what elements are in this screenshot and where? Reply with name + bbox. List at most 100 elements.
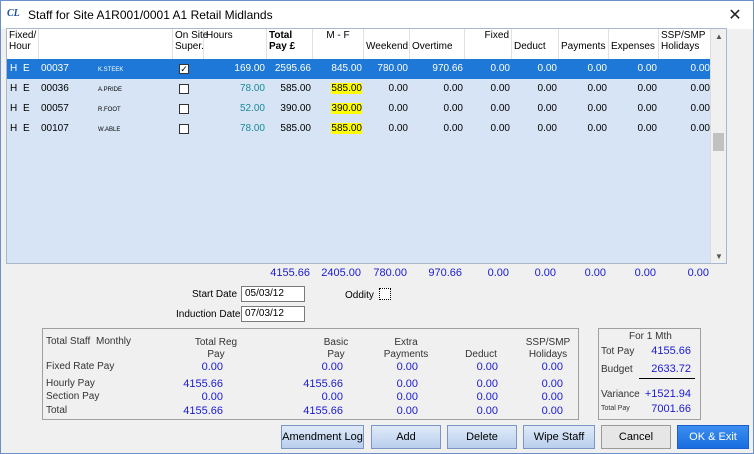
fixed-rate-pay-label: Fixed Rate Pay bbox=[46, 361, 115, 372]
cell-fixed: 0.00 bbox=[490, 63, 510, 74]
table-row[interactable]: H E 00036 A.PRIDE 78.00 585.00 585.00 0.… bbox=[7, 79, 712, 99]
cell-flag: E bbox=[23, 63, 30, 74]
cell-total-pay: 585.00 bbox=[280, 123, 311, 134]
cell-code: 00036 bbox=[41, 83, 69, 94]
close-icon[interactable]: ✕ bbox=[728, 7, 742, 24]
cancel-button[interactable]: Cancel bbox=[601, 425, 671, 449]
app-icon: CL bbox=[7, 8, 20, 19]
add-button[interactable]: Add bbox=[371, 425, 441, 449]
cell-ssp: 0.00 bbox=[690, 123, 710, 134]
table-row[interactable]: H E 00107 W.ABLE 78.00 585.00 585.00 0.0… bbox=[7, 119, 712, 139]
deduct-total: 0.00 bbox=[534, 267, 556, 279]
total-total-reg: 4155.66 bbox=[183, 405, 223, 417]
cell-hours: 52.00 bbox=[239, 103, 265, 114]
fixed-rate-deduct: 0.00 bbox=[476, 361, 498, 373]
induction-date-field[interactable]: 07/03/12 bbox=[241, 306, 305, 322]
total-pay-total: 4155.66 bbox=[270, 267, 310, 279]
cell-code: 00107 bbox=[41, 123, 69, 134]
on-site-super-checkbox[interactable] bbox=[179, 104, 189, 114]
cell-total-pay: 2595.66 bbox=[274, 63, 311, 74]
mf-highlight: 390.00 bbox=[331, 103, 362, 114]
on-site-super-checkbox[interactable]: ✓ bbox=[179, 64, 189, 74]
col-m-f[interactable]: M - F bbox=[313, 29, 364, 59]
cell-ssp: 0.00 bbox=[690, 103, 710, 114]
cell-fixed: 0.00 bbox=[490, 123, 510, 134]
cell-flag: E bbox=[23, 123, 30, 134]
budget-panel: For 1 Mth Tot Pay 4155.66 Budget 2633.72… bbox=[598, 328, 701, 420]
col-total-pay[interactable]: Total Pay £ bbox=[267, 29, 313, 59]
summary-panel: Total Staff Monthly Total Reg Pay Basic … bbox=[42, 328, 579, 420]
hourly-deduct: 0.00 bbox=[476, 378, 498, 390]
wipe-staff-button[interactable]: Wipe Staff bbox=[523, 425, 595, 449]
variance-value: +1521.94 bbox=[644, 388, 691, 400]
fixed-rate-total-reg: 0.00 bbox=[201, 361, 223, 373]
section-ssp: 0.00 bbox=[541, 391, 563, 403]
col-payments[interactable]: Payments bbox=[559, 29, 609, 59]
cell-fixed: 0.00 bbox=[490, 83, 510, 94]
total-pay-label: Total Pay bbox=[601, 405, 630, 412]
on-site-super-checkbox[interactable] bbox=[179, 124, 189, 134]
col-fixed[interactable]: Fixed bbox=[465, 29, 512, 59]
on-site-super-checkbox[interactable] bbox=[179, 84, 189, 94]
cell-name: W.ABLE bbox=[98, 127, 121, 133]
table-row[interactable]: H E 00057 R.FOOT 52.00 390.00 390.00 0.0… bbox=[7, 99, 712, 119]
hourly-basic: 4155.66 bbox=[303, 378, 343, 390]
col-deduct[interactable]: Deduct bbox=[512, 29, 559, 59]
cell-type: H bbox=[10, 63, 18, 74]
cell-expenses: 0.00 bbox=[637, 123, 657, 134]
oddity-checkbox[interactable] bbox=[379, 288, 391, 300]
cell-m-f: 845.00 bbox=[331, 63, 362, 74]
col-on-site-super[interactable]: On Site Super. bbox=[173, 29, 208, 59]
induction-date-label: Induction Date bbox=[176, 309, 241, 320]
col-fixed-hour[interactable]: Fixed/ Hour bbox=[7, 29, 39, 59]
cell-expenses: 0.00 bbox=[637, 103, 657, 114]
col-expenses[interactable]: Expenses bbox=[609, 29, 659, 59]
col-overtime[interactable]: Overtime bbox=[410, 29, 465, 59]
fixed-rate-basic: 0.00 bbox=[321, 361, 343, 373]
total-staff-label: Total Staff bbox=[46, 336, 91, 347]
scroll-up-icon[interactable]: ▲ bbox=[715, 32, 723, 41]
col-basic-pay: Basic Pay bbox=[323, 337, 349, 360]
cell-deduct: 0.00 bbox=[537, 123, 557, 134]
ok-exit-button[interactable]: OK & Exit bbox=[677, 425, 749, 449]
vertical-scrollbar[interactable]: ▲ ▼ bbox=[710, 29, 726, 263]
cell-hours: 78.00 bbox=[239, 83, 265, 94]
weekend-total: 780.00 bbox=[373, 267, 407, 279]
section-pay-label: Section Pay bbox=[46, 391, 100, 402]
hourly-ssp: 0.00 bbox=[541, 378, 563, 390]
hourly-total-reg: 4155.66 bbox=[183, 378, 223, 390]
cell-type: H bbox=[10, 123, 18, 134]
scroll-down-icon[interactable]: ▼ bbox=[715, 252, 723, 261]
total-basic: 4155.66 bbox=[303, 405, 343, 417]
col-weekend[interactable]: Weekend bbox=[364, 29, 410, 59]
cell-weekend: 0.00 bbox=[388, 83, 408, 94]
col-staff[interactable] bbox=[39, 29, 173, 59]
col-total-reg-pay: Total Reg Pay bbox=[194, 337, 238, 360]
cell-fixed: 0.00 bbox=[490, 103, 510, 114]
col-extra-payments: Extra Payments bbox=[383, 337, 429, 360]
expenses-total: 0.00 bbox=[634, 267, 656, 279]
col-hours[interactable]: Hours bbox=[204, 29, 267, 59]
total-deduct: 0.00 bbox=[476, 405, 498, 417]
total-ssp: 0.00 bbox=[541, 405, 563, 417]
delete-button[interactable]: Delete bbox=[447, 425, 517, 449]
mf-total: 2405.00 bbox=[321, 267, 361, 279]
section-deduct: 0.00 bbox=[476, 391, 498, 403]
fixed-rate-extra: 0.00 bbox=[396, 361, 418, 373]
grid-totals: 4155.66 2405.00 780.00 970.66 0.00 0.00 … bbox=[6, 267, 711, 281]
cell-m-f: 585.00 bbox=[313, 79, 362, 99]
table-row[interactable]: H E 00037 K.STEEK ✓ 169.00 2595.66 845.0… bbox=[7, 59, 712, 79]
cell-total-pay: 585.00 bbox=[280, 83, 311, 94]
tot-pay-value: 4155.66 bbox=[651, 345, 691, 357]
start-date-field[interactable]: 05/03/12 bbox=[241, 286, 305, 302]
hourly-pay-label: Hourly Pay bbox=[46, 378, 95, 389]
cell-weekend: 0.00 bbox=[388, 123, 408, 134]
col-ssp-smp[interactable]: SSP/SMP Holidays bbox=[659, 29, 712, 59]
grid-header: Fixed/ Hour On Site Super. Hours Total P… bbox=[7, 29, 712, 59]
cell-code: 00057 bbox=[41, 103, 69, 114]
amendment-log-button[interactable]: Amendment Log bbox=[281, 425, 364, 449]
cell-overtime: 0.00 bbox=[443, 83, 463, 94]
scroll-thumb[interactable] bbox=[713, 133, 724, 151]
cell-weekend: 780.00 bbox=[377, 63, 408, 74]
budget-label: Budget bbox=[601, 364, 633, 375]
